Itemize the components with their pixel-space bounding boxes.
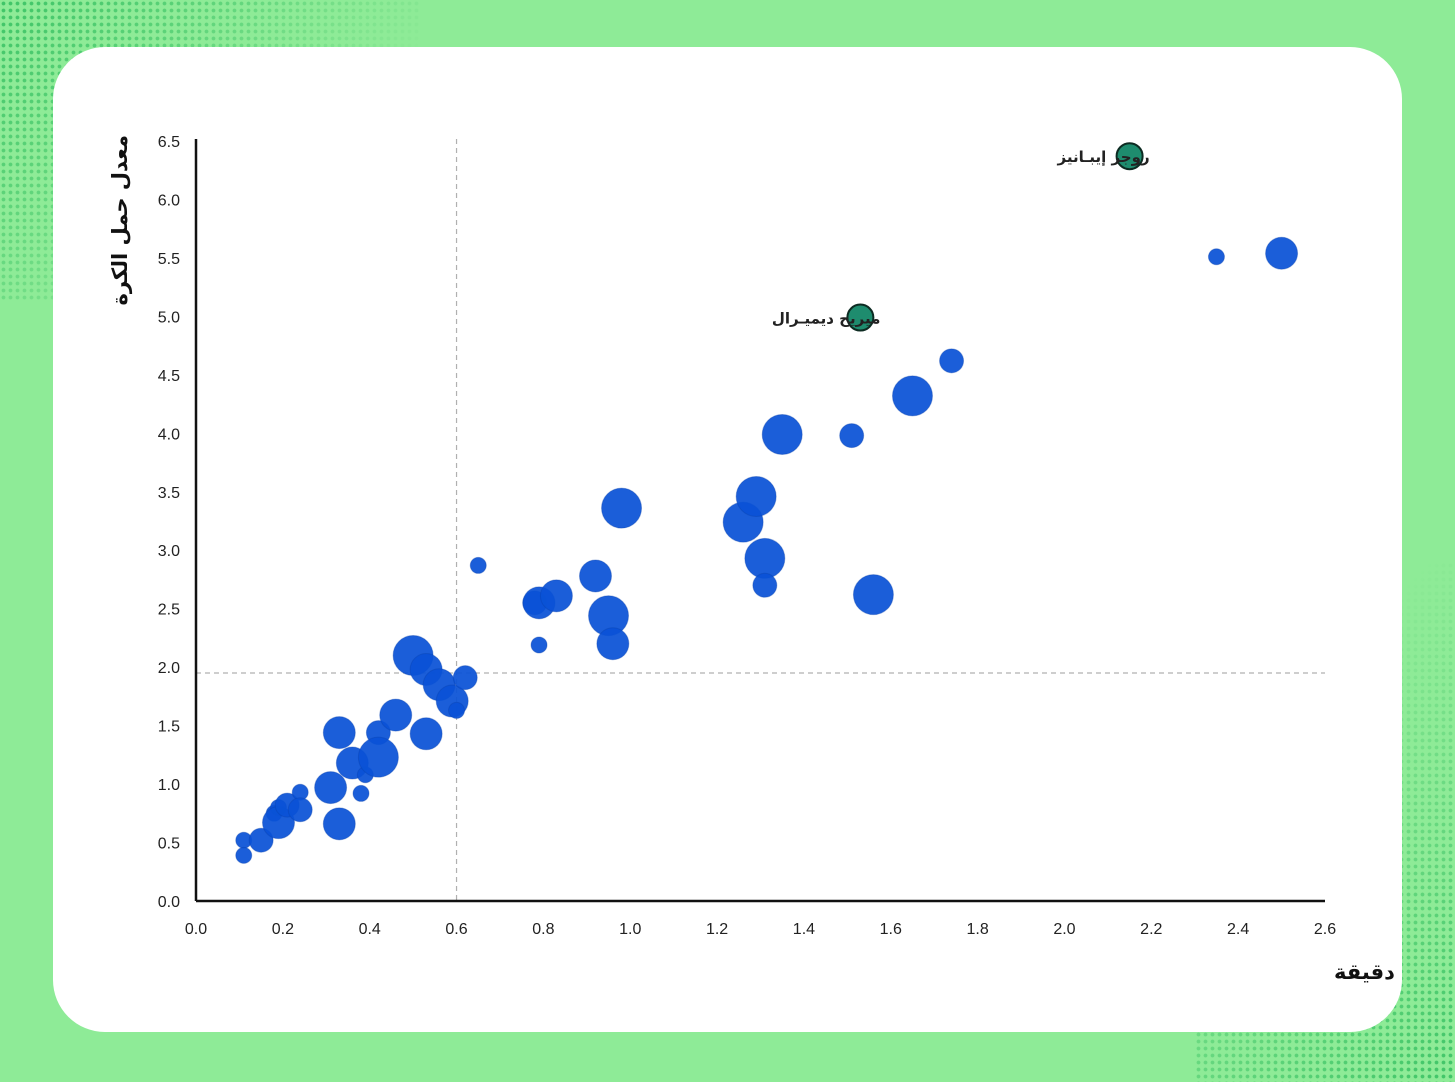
- scatter-chart: 0.0 0.2 0.4 0.6 0.8 1.0 1.2 1.4 1.6 1.8 2.0 2.2 2.4 2…: [108, 134, 1402, 984]
- data-point: [379, 698, 413, 732]
- y-tick-label: 2.5: [158, 602, 180, 619]
- data-point: [530, 636, 548, 654]
- y-tick-label: 4.5: [158, 368, 180, 385]
- highlighted-point: [846, 303, 875, 332]
- x-tick-label: 1.0: [619, 921, 641, 938]
- x-tick-label: 2.2: [1140, 921, 1162, 938]
- x-tick-label: 1.8: [966, 921, 988, 938]
- x-tick-label: 2.6: [1314, 921, 1336, 938]
- x-tick-label: 0.0: [185, 921, 207, 938]
- y-tick-label: 2.0: [158, 660, 180, 677]
- y-tick-label: 5.0: [158, 309, 180, 326]
- data-point: [752, 572, 778, 598]
- data-point: [235, 846, 253, 864]
- y-tick-label: 6.5: [158, 134, 180, 151]
- y-tick-label: 1.5: [158, 719, 180, 736]
- data-point: [596, 627, 630, 661]
- data-point: [322, 807, 356, 841]
- x-tick-label: 1.4: [793, 921, 815, 938]
- data-point: [852, 574, 894, 616]
- x-tick-label: 1.6: [880, 921, 902, 938]
- highlighted-point: [1115, 142, 1144, 171]
- data-point: [939, 348, 965, 374]
- y-tick-label: 3.5: [158, 485, 180, 502]
- x-tick-label: 0.6: [445, 921, 467, 938]
- y-tick-label: 3.0: [158, 543, 180, 560]
- data-point: [248, 827, 274, 853]
- data-point: [744, 537, 786, 579]
- data-point: [839, 423, 865, 449]
- data-point: [1265, 236, 1299, 270]
- y-tick-label: 0.0: [158, 894, 180, 911]
- y-tick-label: 6.0: [158, 192, 180, 209]
- data-points: [235, 236, 1299, 864]
- data-point: [735, 475, 777, 517]
- data-point: [1207, 248, 1225, 266]
- data-point: [539, 579, 573, 613]
- x-tick-label: 0.4: [359, 921, 381, 938]
- x-axis-title: مرات التقدم بالكرة لكل 90 دقيقة: [1334, 960, 1402, 984]
- data-point: [469, 556, 487, 574]
- data-point: [452, 665, 478, 691]
- y-tick-label: 1.0: [158, 777, 180, 794]
- x-tick-label: 0.2: [272, 921, 294, 938]
- data-point: [448, 701, 466, 719]
- data-point: [409, 717, 443, 751]
- data-point: [314, 771, 348, 805]
- axes: [194, 139, 1325, 903]
- y-tick-label: 5.5: [158, 251, 180, 268]
- data-point: [578, 559, 612, 593]
- y-axis-ticks: 0.0 0.5 1.0 1.5 2.0 2.5 3.0 3.5 4.0 4.5 5.0 5.5 6.0 6…: [158, 134, 180, 911]
- y-axis-title: معدل حمل الكرة: [108, 135, 132, 306]
- data-point: [352, 784, 370, 802]
- data-point: [357, 736, 399, 778]
- x-axis-ticks: 0.0 0.2 0.4 0.6 0.8 1.0 1.2 1.4 1.6 1.8 2.0 2.2 2.4 2…: [185, 921, 1336, 938]
- data-point: [601, 487, 643, 529]
- x-tick-label: 2.0: [1053, 921, 1075, 938]
- y-tick-label: 0.5: [158, 836, 180, 853]
- x-tick-label: 0.8: [532, 921, 554, 938]
- data-point: [891, 375, 933, 417]
- data-point: [761, 413, 803, 455]
- chart-card: 0.0 0.2 0.4 0.6 0.8 1.0 1.2 1.4 1.6 1.8 2.0 2.2 2.4 2…: [53, 47, 1402, 1032]
- reference-lines: [196, 139, 1325, 901]
- highlighted-point-label: روجر إيبـانيز: [1057, 148, 1150, 166]
- highlighted-points: روجر إيبـانيز ميريح ديميـرال: [772, 142, 1150, 332]
- data-point: [287, 797, 313, 823]
- x-tick-label: 2.4: [1227, 921, 1249, 938]
- x-tick-label: 1.2: [706, 921, 728, 938]
- y-tick-label: 4.0: [158, 426, 180, 443]
- data-point: [322, 716, 356, 750]
- highlighted-point-label: ميريح ديميـرال: [772, 310, 881, 328]
